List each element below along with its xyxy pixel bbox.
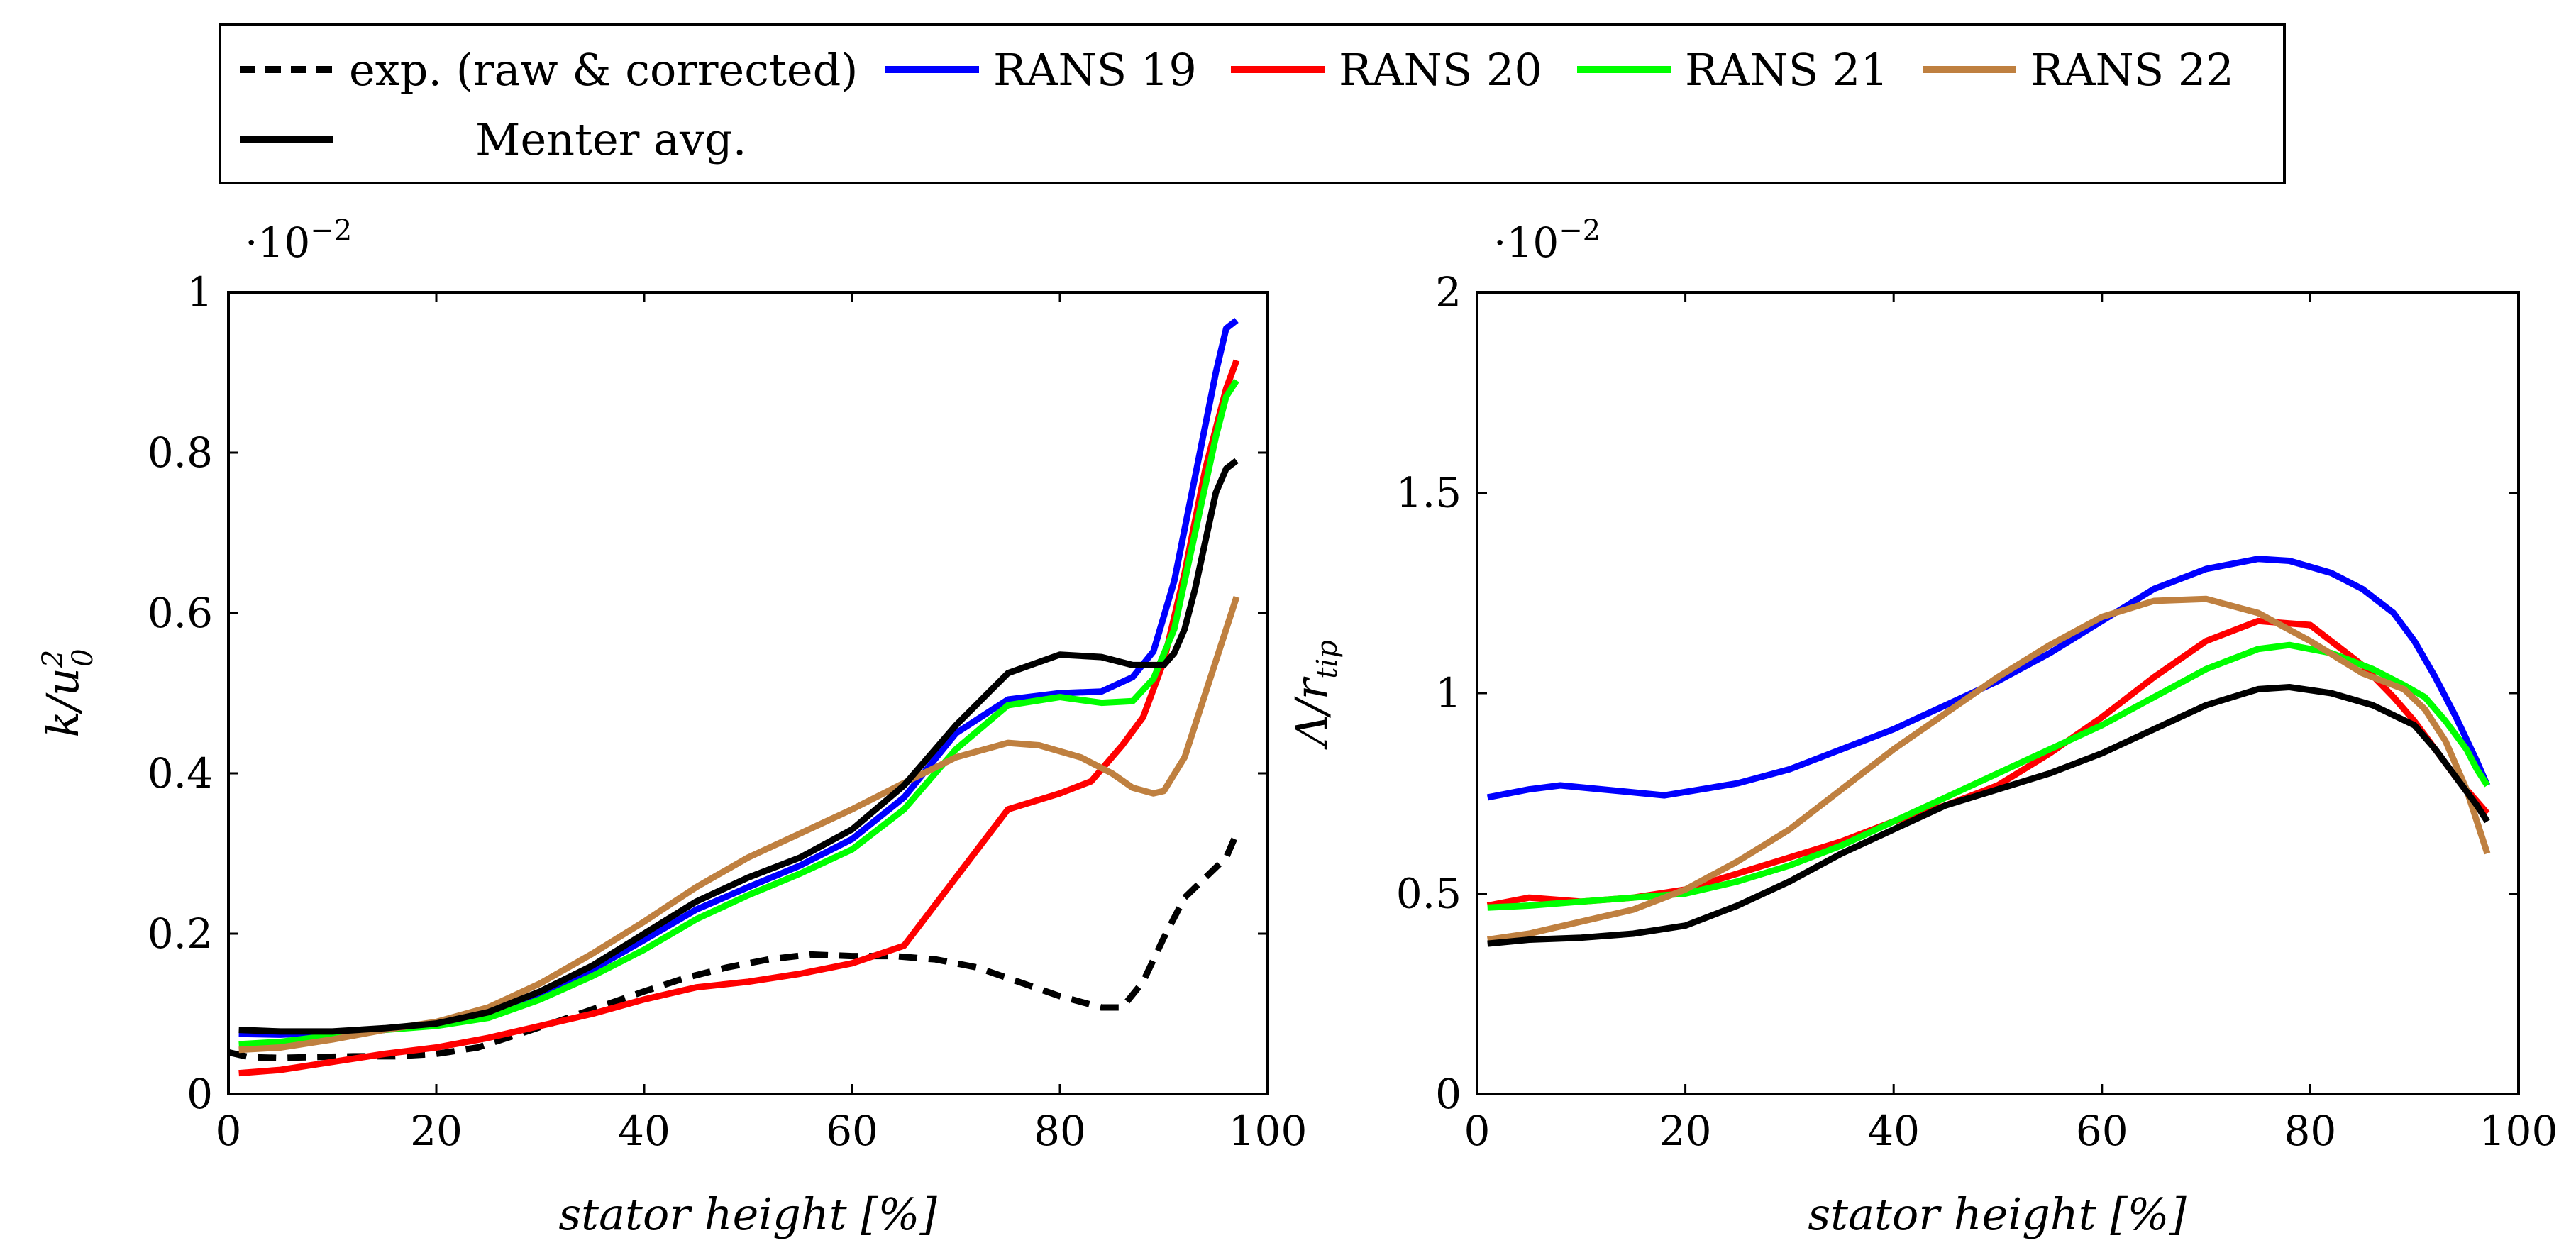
legend-label-rans21: RANS 21 (1685, 44, 1889, 96)
left-series-lines (227, 317, 1240, 1077)
right-x-tick-labels: 0 20 40 60 80 100 (1464, 1107, 2558, 1155)
right-x-tick-label: 100 (2480, 1107, 2558, 1155)
right-y-tick-label: 1.5 (1396, 469, 1461, 517)
legend: exp. (raw & corrected) RANS 19 RANS 20 R… (219, 23, 2286, 184)
right-y-tick-label: 2 (1435, 268, 1461, 316)
legend-label-rans20: RANS 20 (1339, 44, 1542, 96)
left-x-axis-title: stator height [%] (558, 1188, 937, 1240)
left-chart: 0 20 40 60 80 100 0 0.2 0.4 0.6 0.8 1 ·10−2 stator… (37, 214, 1307, 1240)
right-x-tick-label: 20 (1659, 1107, 1712, 1155)
legend-entry-rans20: RANS 20 (1231, 44, 1542, 96)
right-series-rans-19 (1486, 556, 2491, 801)
left-y-tick-label: 0.6 (148, 589, 213, 637)
left-x-tick-label: 20 (410, 1107, 463, 1155)
left-x-tick-label: 100 (1229, 1107, 1308, 1155)
right-series-rans-22 (1487, 595, 2491, 943)
right-series-rans-21 (1487, 641, 2490, 911)
right-ticks (1476, 291, 2520, 1095)
left-series-menter-avg (238, 458, 1239, 1035)
left-x-tick-labels: 0 20 40 60 80 100 (216, 1107, 1308, 1155)
left-y-tick-label: 0 (187, 1070, 213, 1118)
right-y-tick-label: 0.5 (1396, 870, 1461, 918)
right-chart: 0 20 40 60 80 100 0 0.5 1 1.5 2 ·10−2 stator heig… (1286, 214, 2558, 1240)
left-series-rans-19 (238, 317, 1239, 1038)
right-x-tick-label: 60 (2076, 1107, 2128, 1155)
left-x-tick-label: 0 (216, 1107, 242, 1155)
right-series-lines (1486, 556, 2491, 947)
legend-label-menter: Menter avg. (475, 114, 746, 165)
legend-entry-rans19: RANS 19 (885, 44, 1197, 96)
legend-frame (219, 23, 2286, 184)
left-y-tick-label: 0.8 (148, 429, 213, 477)
left-scale-label: ·10−2 (245, 214, 352, 267)
left-y-tick-labels: 0 0.2 0.4 0.6 0.8 1 (148, 268, 213, 1118)
right-x-tick-label: 80 (2284, 1107, 2336, 1155)
left-x-tick-label: 80 (1034, 1107, 1086, 1155)
right-x-tick-label: 40 (1867, 1107, 1920, 1155)
left-y-axis-title: k/u20 (37, 648, 99, 737)
right-plot-frame (1476, 291, 2520, 1095)
right-y-axis-title: Λ/rtip (1286, 640, 1344, 750)
legend-entry-exp: exp. (raw & corrected) (240, 44, 858, 96)
legend-label-rans22: RANS 22 (2030, 44, 2234, 96)
right-scale-label: ·10−2 (1493, 214, 1601, 267)
right-x-tick-label: 0 (1464, 1107, 1491, 1155)
left-y-tick-label: 0.4 (148, 749, 213, 797)
left-y-tick-label: 1 (187, 268, 213, 316)
right-x-axis-title: stator height [%] (1808, 1188, 2187, 1240)
left-x-tick-label: 40 (618, 1107, 670, 1155)
left-series-rans-21 (238, 378, 1239, 1048)
right-series-menter-avg (1487, 684, 2490, 947)
left-x-tick-label: 60 (826, 1107, 878, 1155)
legend-entry-rans21: RANS 21 (1577, 44, 1889, 96)
legend-label-rans19: RANS 19 (993, 44, 1197, 96)
left-ticks (227, 291, 1269, 1095)
legend-entry-rans22: RANS 22 (1923, 44, 2234, 96)
left-plot-frame (227, 291, 1269, 1095)
right-y-tick-label: 1 (1435, 669, 1461, 717)
legend-label-exp: exp. (raw & corrected) (349, 44, 858, 96)
right-y-tick-labels: 0 0.5 1 1.5 2 (1396, 268, 1461, 1118)
left-y-tick-label: 0.2 (148, 910, 213, 958)
right-y-tick-label: 0 (1435, 1070, 1461, 1118)
right-series-rans-20 (1486, 617, 2490, 909)
legend-entry-menter: Menter avg. (240, 114, 746, 165)
